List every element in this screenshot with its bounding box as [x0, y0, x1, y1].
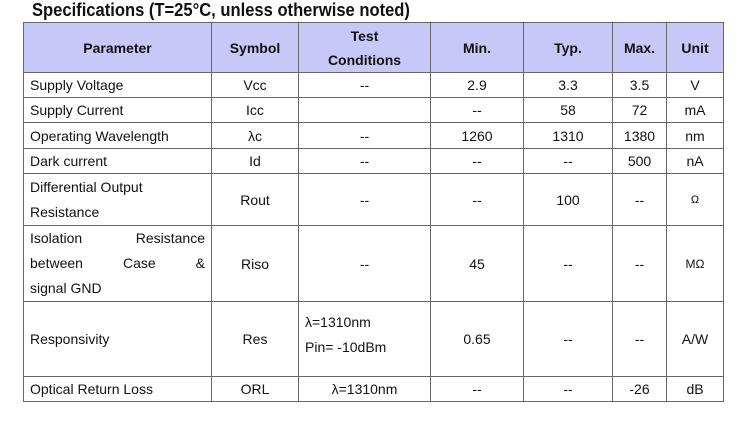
cell: Riso	[211, 225, 299, 302]
cell: Vcc	[211, 72, 299, 98]
cell: Ω	[666, 173, 724, 226]
cell: --	[298, 122, 431, 149]
cell: 45	[430, 225, 524, 302]
cell: --	[612, 225, 667, 302]
cell: 1310	[523, 122, 613, 149]
spec-table: Parameter Symbol Test Conditions Min. Typ…	[23, 22, 724, 402]
cell: --	[298, 173, 431, 226]
cell: Icc	[211, 97, 299, 123]
cell: 0.65	[430, 301, 524, 377]
cell: --	[298, 72, 431, 98]
cell: 3.3	[523, 72, 613, 98]
cell: --	[430, 376, 524, 402]
cell: nA	[666, 148, 724, 174]
table-row: Supply Current Icc -- 58 72 mA	[23, 97, 724, 123]
cell: --	[612, 173, 667, 226]
cell: --	[523, 301, 613, 377]
table-row: Dark current Id -- -- -- 500 nA	[23, 148, 724, 174]
cell	[298, 97, 431, 123]
cell: Id	[211, 148, 299, 174]
page-title: Specifications (T=25°C, unless otherwise…	[32, 0, 410, 20]
cell: Supply Current	[23, 97, 212, 123]
header-unit: Unit	[666, 22, 724, 73]
header-max: Max.	[612, 22, 667, 73]
cell: --	[430, 173, 524, 226]
cell: 100	[523, 173, 613, 226]
cell: Responsivity	[23, 301, 212, 377]
header-typ: Typ.	[523, 22, 613, 73]
table-row: Supply Voltage Vcc -- 2.9 3.3 3.5 V	[23, 72, 724, 98]
cell: --	[523, 148, 613, 174]
cell: 2.9	[430, 72, 524, 98]
cell: --	[298, 225, 431, 302]
cell: MΩ	[666, 225, 724, 302]
table-row: Responsivity Res λ=1310nm Pin= -10dBm 0.65 --…	[23, 301, 724, 377]
cell: --	[430, 148, 524, 174]
cell: Supply Voltage	[23, 72, 212, 98]
cell: Optical Return Loss	[23, 376, 212, 402]
header-row: Parameter Symbol Test Conditions Min. Typ…	[23, 22, 724, 73]
cell: λc	[211, 122, 299, 149]
cell: nm	[666, 122, 724, 149]
cell: Res	[211, 301, 299, 377]
cell: -26	[612, 376, 667, 402]
table-row: Differential Output Resistance Rout -- -- 100…	[23, 173, 724, 226]
cell: 72	[612, 97, 667, 123]
cell: λ=1310nm	[298, 376, 431, 402]
header-symbol: Symbol	[211, 22, 299, 73]
table-row: Operating Wavelength λc -- 1260 1310 1380 nm	[23, 122, 724, 149]
cell: Dark current	[23, 148, 212, 174]
header-test-conditions: Test Conditions	[298, 22, 431, 73]
cell: V	[666, 72, 724, 98]
cell: Operating Wavelength	[23, 122, 212, 149]
cell: Differential Output Resistance	[23, 173, 212, 226]
cell: --	[430, 97, 524, 123]
cell: dB	[666, 376, 724, 402]
cell: --	[523, 376, 613, 402]
header-min: Min.	[430, 22, 524, 73]
cell: ORL	[211, 376, 299, 402]
cell: 1380	[612, 122, 667, 149]
cell: λ=1310nm Pin= -10dBm	[298, 301, 431, 377]
cell: Rout	[211, 173, 299, 226]
table-row: Optical Return Loss ORL λ=1310nm -- -- -26 dB	[23, 376, 724, 402]
cell: --	[523, 225, 613, 302]
cell: 58	[523, 97, 613, 123]
cell: Isolation Resistance between Case & signal…	[23, 225, 212, 302]
table-row: Isolation Resistance between Case & signal…	[23, 225, 724, 302]
cell: mA	[666, 97, 724, 123]
cell: --	[612, 301, 667, 377]
cell: --	[298, 148, 431, 174]
cell: 1260	[430, 122, 524, 149]
cell: A/W	[666, 301, 724, 377]
header-parameter: Parameter	[23, 22, 212, 73]
cell: 500	[612, 148, 667, 174]
cell: 3.5	[612, 72, 667, 98]
